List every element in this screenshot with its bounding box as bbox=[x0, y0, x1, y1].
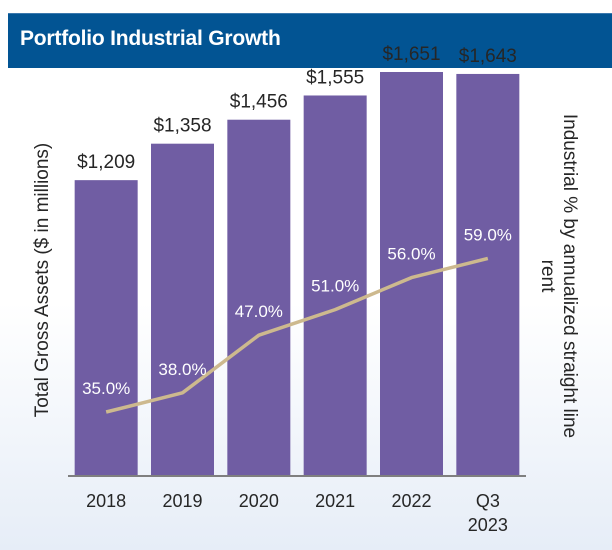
x-tick-label: 2019 bbox=[162, 491, 202, 511]
bar-2019 bbox=[151, 143, 214, 477]
y-axis-label-right: Industrial % by annualized straight line… bbox=[536, 114, 580, 438]
bar-2020 bbox=[227, 119, 291, 476]
bar-2022 bbox=[380, 71, 443, 476]
chart-header: Portfolio Industrial Growth bbox=[8, 13, 612, 68]
x-tick-label: 2023 bbox=[468, 515, 508, 535]
bar-value-label: $1,456 bbox=[230, 92, 288, 113]
y-axis-label-right-line1: Industrial % by annualized straight line bbox=[559, 113, 580, 439]
x-tick-label: 2021 bbox=[315, 491, 355, 511]
pct-value-label: 56.0% bbox=[387, 245, 435, 264]
pct-value-label: 38.0% bbox=[158, 360, 206, 379]
pct-value-label: 51.0% bbox=[311, 277, 359, 296]
pct-value-label: 59.0% bbox=[464, 225, 512, 244]
bar-2018 bbox=[74, 180, 138, 477]
industrial-pct-line bbox=[105, 256, 489, 414]
x-tick-label: 2022 bbox=[391, 491, 431, 511]
pct-value-label: 47.0% bbox=[235, 302, 283, 321]
y-axis-label-right-line2: rent bbox=[537, 259, 558, 293]
chart-title: Portfolio Industrial Growth bbox=[20, 27, 281, 50]
x-tick-label: Q3 bbox=[476, 491, 500, 511]
bar-value-label: $1,651 bbox=[382, 44, 440, 65]
bar-value-label: $1,358 bbox=[153, 116, 211, 137]
bar-value-label: $1,209 bbox=[77, 152, 135, 173]
bar-q3-2023 bbox=[456, 73, 520, 476]
pct-value-label: 35.0% bbox=[82, 379, 130, 398]
x-tick-label: 2018 bbox=[86, 491, 126, 511]
bar-value-label: $1,643 bbox=[459, 46, 517, 67]
y-axis-label-left: Total Gross Assets ($ in millions) bbox=[32, 142, 53, 418]
bar-2021 bbox=[303, 95, 367, 476]
x-tick-label: 2020 bbox=[239, 491, 279, 511]
bar-value-label: $1,555 bbox=[306, 67, 364, 88]
